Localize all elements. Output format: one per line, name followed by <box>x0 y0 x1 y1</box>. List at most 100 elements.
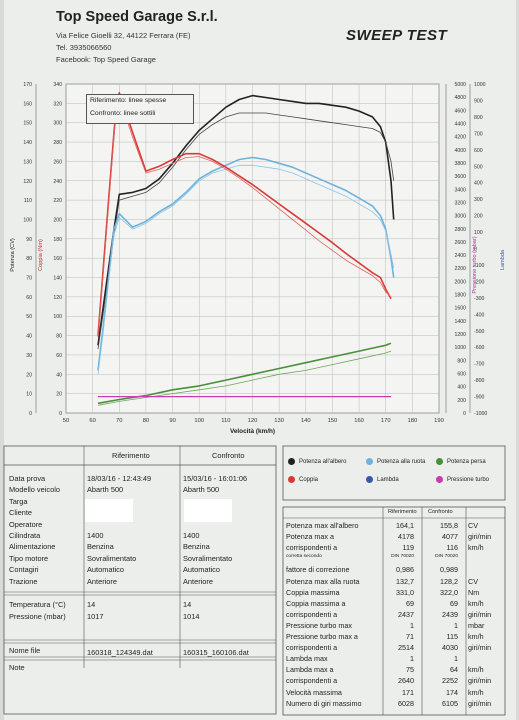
info-label: Operatore <box>9 519 43 529</box>
pressione-tick-label: 600 <box>474 148 483 154</box>
giri-tick-label: 600 <box>457 372 466 378</box>
potenza-axis-label: Potenza (CV) <box>10 238 16 272</box>
giri-tick-label: 3200 <box>454 200 466 206</box>
result-unit: km/h <box>468 632 484 641</box>
info-conf: Sovralimentato <box>183 553 233 563</box>
run-legend-conf: Confronto: linee sottili <box>90 110 156 117</box>
potenza-tick-label: 80 <box>26 256 32 262</box>
giri-tick-label: 1800 <box>454 293 466 299</box>
results-row: Coppia massima a 69 69 km/h <box>286 599 501 609</box>
info-header-conf: Confronto <box>212 451 245 460</box>
results-row: Coppia massima 331,0 322,0 Nm <box>286 588 501 598</box>
result-conf: 155,8 <box>440 521 458 530</box>
potenza-tick-label: 140 <box>23 140 32 146</box>
file-conf: 160315_160106.dat <box>183 648 249 657</box>
x-tick-label: 100 <box>194 418 204 424</box>
result-conf: 4030 <box>442 643 458 653</box>
result-label: Coppia massima <box>286 587 340 597</box>
result-unit: mbar <box>468 620 485 630</box>
coppia-tick-label: 260 <box>53 159 62 165</box>
result-label: corrispondenti a <box>286 676 338 686</box>
result-conf: 115 <box>446 632 458 641</box>
pressione-tick-label: -400 <box>474 312 484 318</box>
result-label: Lambda max <box>286 654 328 664</box>
coppia-tick-label: 180 <box>53 237 62 243</box>
x-tick-label: 190 <box>434 418 444 424</box>
result-conf: 116 <box>446 543 458 553</box>
info-ref: Benzina <box>87 542 114 552</box>
result-label: corretta secondo <box>286 554 322 560</box>
result-label: Pressione turbo max a <box>286 632 358 641</box>
result-conf: 1 <box>454 654 458 664</box>
result-unit: giri/min <box>468 609 492 619</box>
giri-tick-label: 2200 <box>454 266 466 272</box>
x-tick-label: 160 <box>354 418 364 424</box>
pressione-tick-label: -600 <box>474 345 484 351</box>
result-unit: km/h <box>468 687 484 697</box>
coppia-tick-label: 280 <box>53 140 62 146</box>
result-label: Potenza max alla ruota <box>286 576 360 586</box>
giri-tick-label: 4600 <box>454 108 466 114</box>
potenza-tick-label: 30 <box>26 353 32 359</box>
potenza-tick-label: 60 <box>26 295 32 301</box>
result-label: Potenza max all'albero <box>286 521 359 530</box>
coppia-tick-label: 60 <box>56 353 62 359</box>
info-label: Targa <box>9 496 28 506</box>
result-conf: 69 <box>450 598 458 608</box>
potenza-tick-label: 160 <box>23 101 32 107</box>
temp-label: Temperatura (°C) <box>9 600 66 609</box>
pressione-axis-label: Pressione turbo (mbar) <box>472 236 478 293</box>
result-conf: 128,2 <box>440 576 458 586</box>
result-ref: 331,0 <box>396 587 414 597</box>
potenza-tick-label: 70 <box>26 276 32 282</box>
giri-tick-label: 2600 <box>454 240 466 246</box>
legend-label: Potenza all'albero <box>299 458 347 465</box>
pressione-tick-label: -300 <box>474 296 484 302</box>
coppia-tick-label: 120 <box>53 295 62 301</box>
redacted-conf <box>184 499 232 522</box>
info-label: Cliente <box>9 508 33 518</box>
result-label: Pressione turbo max <box>286 620 352 630</box>
legend-swatch <box>366 476 373 483</box>
company-address: Via Felice Gioelli 32, 44122 Ferrara (FE… <box>56 31 191 40</box>
pressione-tick-label: 900 <box>474 98 483 104</box>
info-label: Cilindrata <box>9 531 41 540</box>
result-conf: 64 <box>450 665 458 675</box>
series-line-potenza-alla-ruota-confronto <box>97 164 395 375</box>
results-row: fattore di correzione 0,986 0,989 <box>286 565 501 575</box>
coppia-tick-label: 140 <box>53 276 62 282</box>
info-ref: Sovralimentato <box>87 553 137 563</box>
result-label: Numero di giri massimo <box>286 698 362 708</box>
x-tick-label: 170 <box>381 418 391 424</box>
coppia-tick-label: 220 <box>53 198 62 204</box>
info-label: Trazione <box>9 576 38 586</box>
file-ref: 160318_124349.dat <box>87 648 153 657</box>
potenza-tick-label: 100 <box>23 217 32 223</box>
company-facebook: Facebook: Top Speed Garage <box>56 55 156 64</box>
run-legend-box <box>86 94 194 124</box>
pressure-ref: 1017 <box>87 612 104 621</box>
result-unit: CV <box>468 521 478 530</box>
results-row: corrispondenti a 2437 2439 giri/min <box>286 610 501 620</box>
giri-tick-label: 3800 <box>454 161 466 167</box>
giri-tick-label: 4200 <box>454 135 466 141</box>
result-ref: 164,1 <box>396 521 414 530</box>
result-label: Velocità massima <box>286 687 342 697</box>
x-tick-label: 80 <box>143 418 149 424</box>
result-conf: DIN 70020 <box>435 554 458 560</box>
results-row: Numero di giri massimo 6028 6105 giri/min <box>286 699 501 709</box>
legend-item: Potenza all'albero <box>288 458 347 465</box>
result-ref: 0,986 <box>396 565 414 575</box>
info-conf: Automatico <box>183 565 220 575</box>
result-conf: 174 <box>446 687 458 697</box>
info-ref: 18/03/16 - 12:43:49 <box>87 474 152 483</box>
coppia-tick-label: 160 <box>53 256 62 262</box>
result-ref: 132,7 <box>396 576 414 586</box>
giri-tick-label: 400 <box>457 385 466 391</box>
company-name: Top Speed Garage S.r.l. <box>56 9 218 25</box>
x-tick-label: 70 <box>116 418 122 424</box>
pressione-tick-label: -700 <box>474 362 484 368</box>
results-row: corretta secondo DIN 70020 DIN 70020 <box>286 554 501 564</box>
result-conf: 2252 <box>442 676 458 686</box>
coppia-tick-label: 200 <box>53 217 62 223</box>
